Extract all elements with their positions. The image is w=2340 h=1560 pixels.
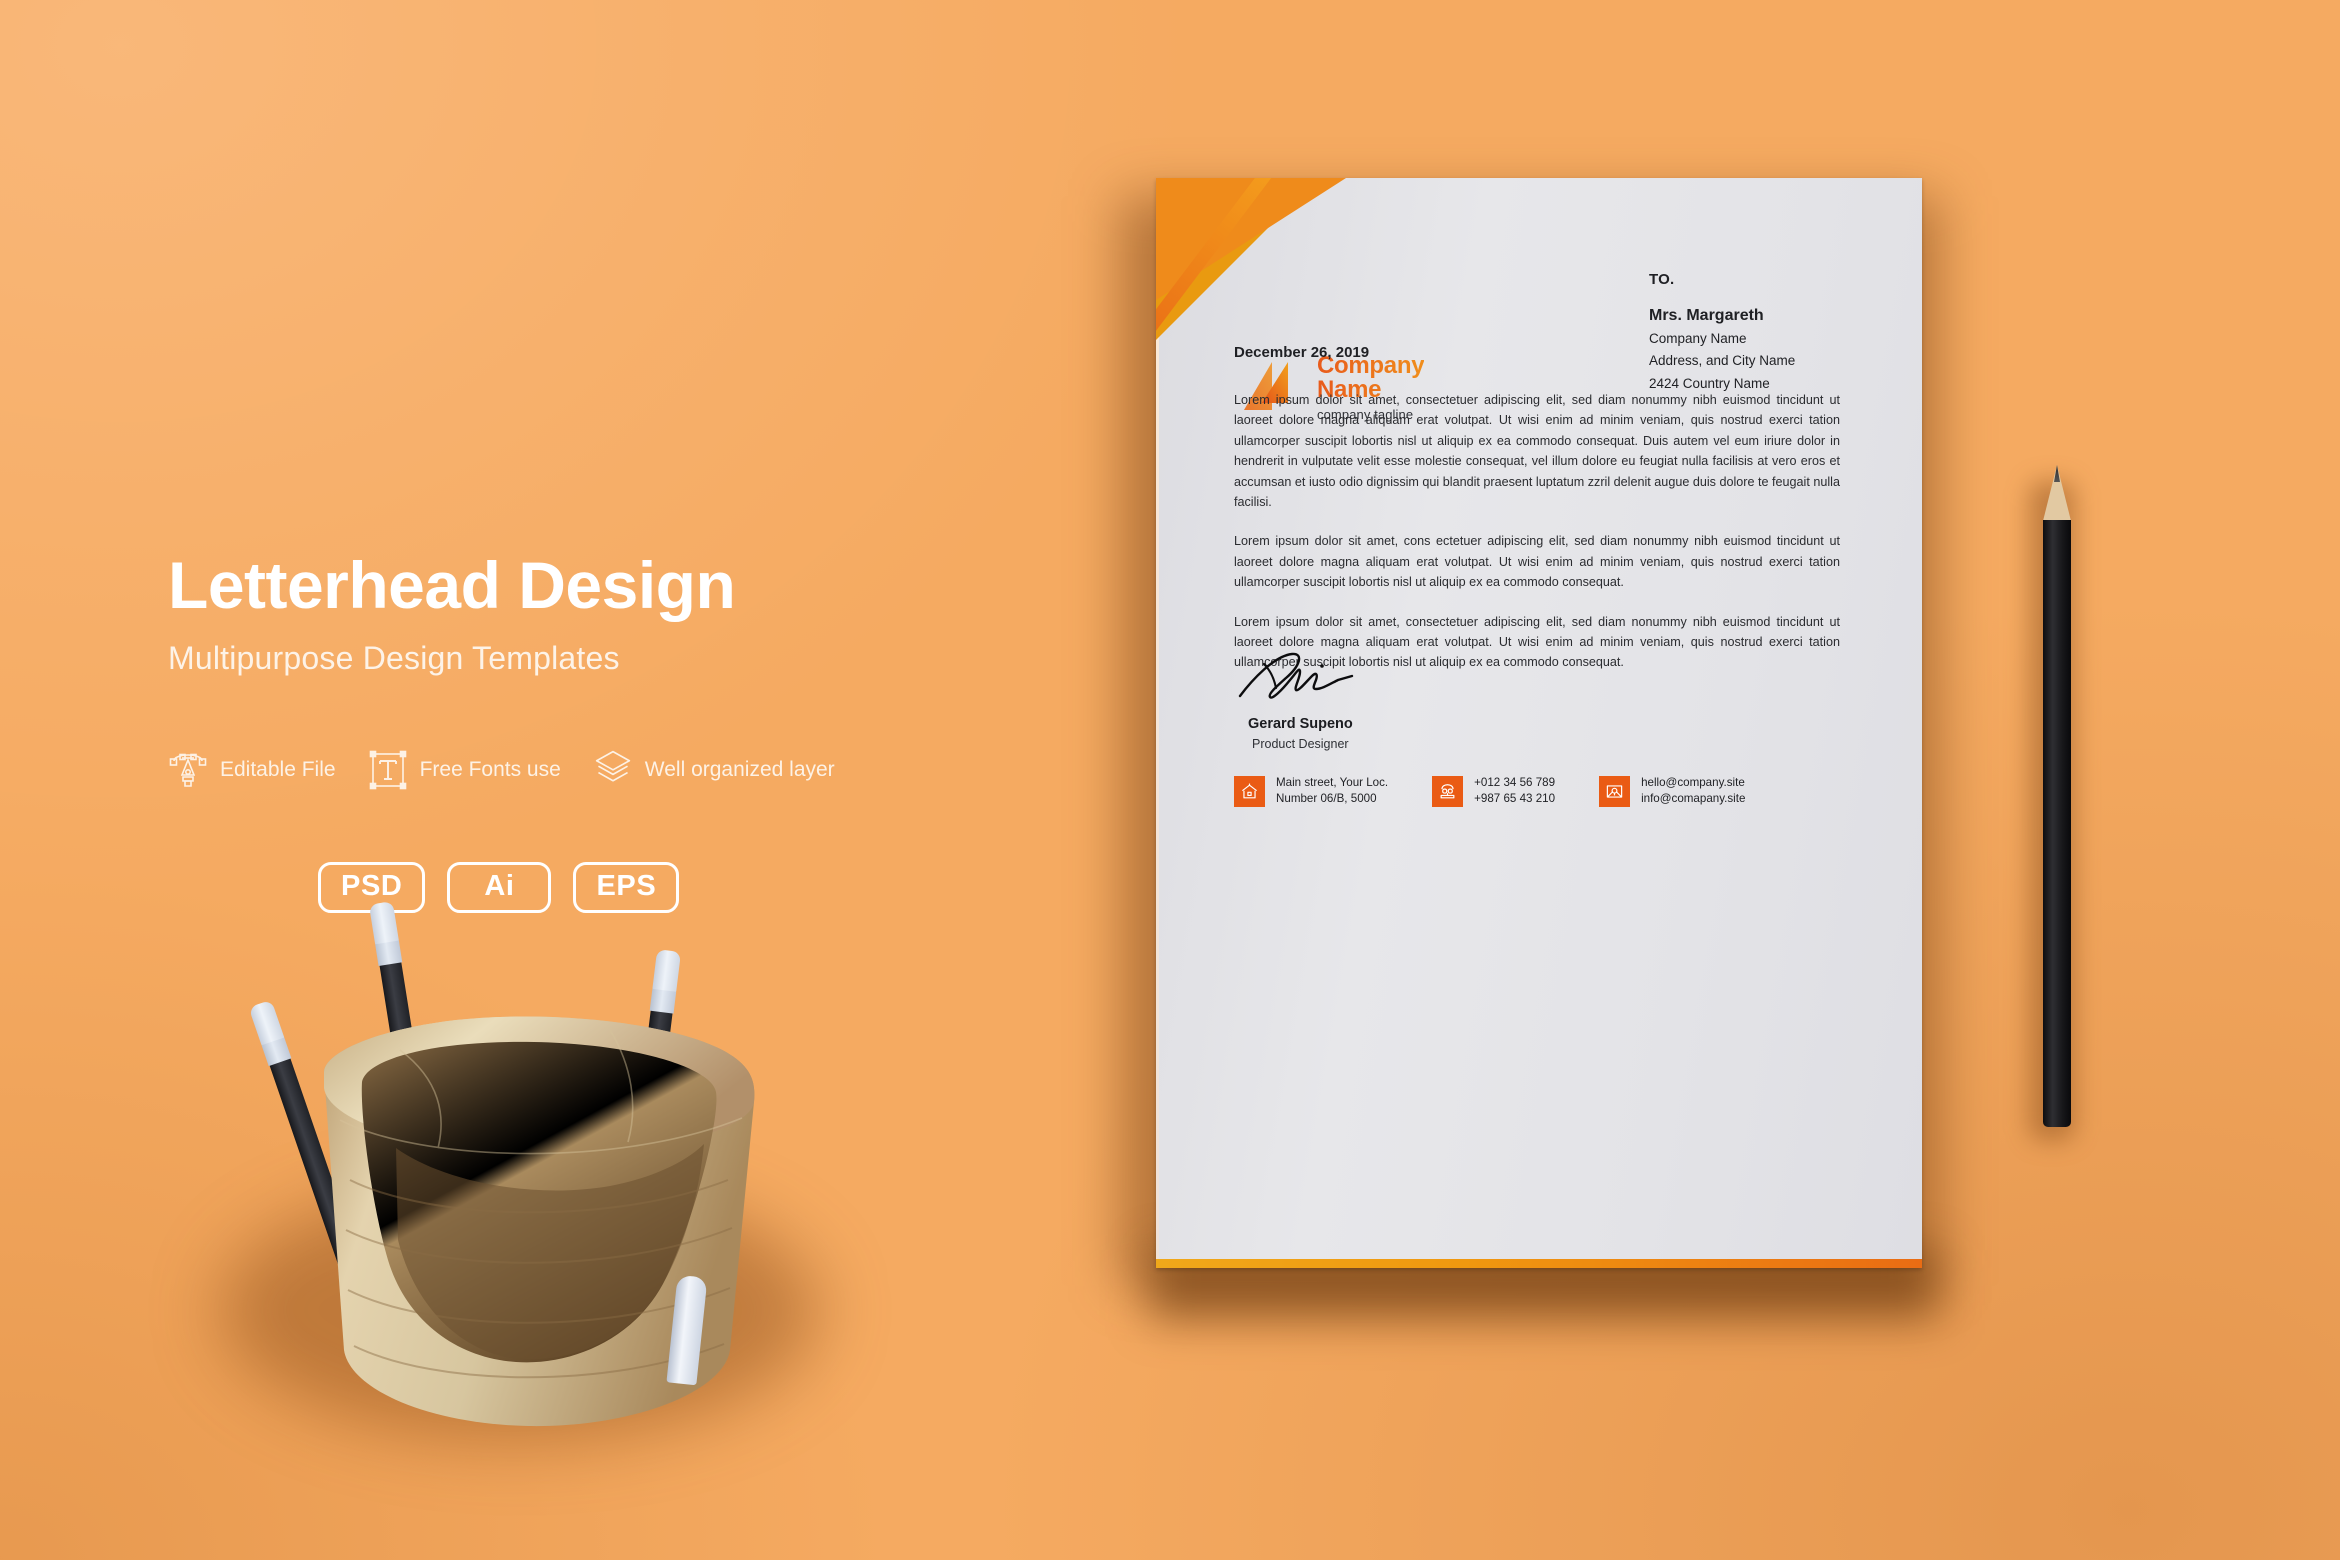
home-icon [1234,775,1265,807]
letterhead-footer: Main street, Your Loc. Number 06/B, 5000… [1234,775,1789,808]
footer-line-2: +987 65 43 210 [1474,792,1556,806]
email-icon [1599,775,1631,807]
layers-icon [593,748,633,792]
footer-item-email: hello@company.site info@comapany.site [1599,775,1745,808]
letterhead-document: Company Name company tagline TO. Mrs. Ma… [1156,178,1922,1268]
feature-label: Free Fonts use [419,758,561,781]
logo-text-block: Company Name company tagline [1317,352,1425,422]
recipient-address-line: 2424 Country Name [1649,375,1770,391]
promo-heading-block: Letterhead Design Multipurpose Design Te… [168,552,988,677]
logo-company-name-line2: Name [1317,377,1424,402]
paper-edge-highlight [1156,178,1159,1268]
logo-company-name-line1: Company [1317,352,1425,379]
recipient-block: TO. Mrs. Margareth Company Name Address,… [1649,271,1795,392]
recipient-label: TO. [1649,271,1675,288]
footer-line-2: info@comapany.site [1641,792,1746,806]
company-logo: Company Name company tagline [1242,352,1425,422]
pencil-body [2043,520,2071,1127]
format-badge-eps: EPS [573,862,680,913]
footer-text: Main street, Your Loc. Number 06/B, 5000 [1276,775,1388,808]
signature-block: Gerard Supeno Product Designer [1234,644,1414,751]
page-title: Letterhead Design [168,548,736,622]
background-highlight [0,0,1200,900]
footer-text: hello@company.site info@comapany.site [1641,775,1745,808]
signer-name: Gerard Supeno [1248,716,1353,732]
pen-tool-icon [168,748,208,792]
recipient-address-line: Address, and City Name [1649,353,1796,369]
text-box-icon [368,748,408,792]
phone-icon [1432,775,1464,807]
footer-accent-bar [1156,1259,1922,1268]
pencil-right [2029,465,2075,1141]
feature-label: Editable File [220,758,336,781]
footer-text: +012 34 56 789 +987 65 43 210 [1474,775,1555,808]
letter-paragraph: Lorem ipsum dolor sit amet, cons ectetue… [1234,534,1840,590]
pencil-holder-group [220,880,820,1460]
feature-item-organized-layers: Well organized layer [593,748,835,792]
feature-item-free-fonts: Free Fonts use [368,748,561,792]
page-subtitle: Multipurpose Design Templates [168,640,620,676]
footer-line-2: Number 06/B, 5000 [1276,792,1377,806]
footer-line-1: +012 34 56 789 [1474,776,1556,789]
signature-mark-icon [1234,644,1414,706]
letter-paragraph: Lorem ipsum dolor sit amet, consectetuer… [1234,393,1840,509]
feature-label: Well organized layer [644,758,835,781]
footer-item-address: Main street, Your Loc. Number 06/B, 5000 [1234,775,1388,808]
format-badge-ai: Ai [447,862,552,913]
letter-paragraph: Lorem ipsum dolor sit amet, consectetuer… [1234,614,1840,670]
footer-line-1: hello@company.site [1641,776,1745,789]
wooden-pencil-holder [324,1016,755,1427]
logo-mark-icon [1242,358,1304,418]
signer-role: Product Designer [1252,737,1349,751]
footer-item-phone: +012 34 56 789 +987 65 43 210 [1432,775,1555,808]
feature-item-editable-file: Editable File [168,748,336,792]
feature-list: Editable File Free Fonts use Well organi… [168,748,867,792]
recipient-address-line: Company Name [1649,331,1747,346]
pencil-lead [2054,465,2060,482]
recipient-name: Mrs. Margareth [1649,307,1764,324]
logo-tagline: company tagline [1317,406,1414,422]
footer-line-1: Main street, Your Loc. [1276,776,1389,789]
letter-date: December 26, 2019 [1234,344,1370,361]
letter-body: Lorem ipsum dolor sit amet, consectetuer… [1234,390,1840,692]
